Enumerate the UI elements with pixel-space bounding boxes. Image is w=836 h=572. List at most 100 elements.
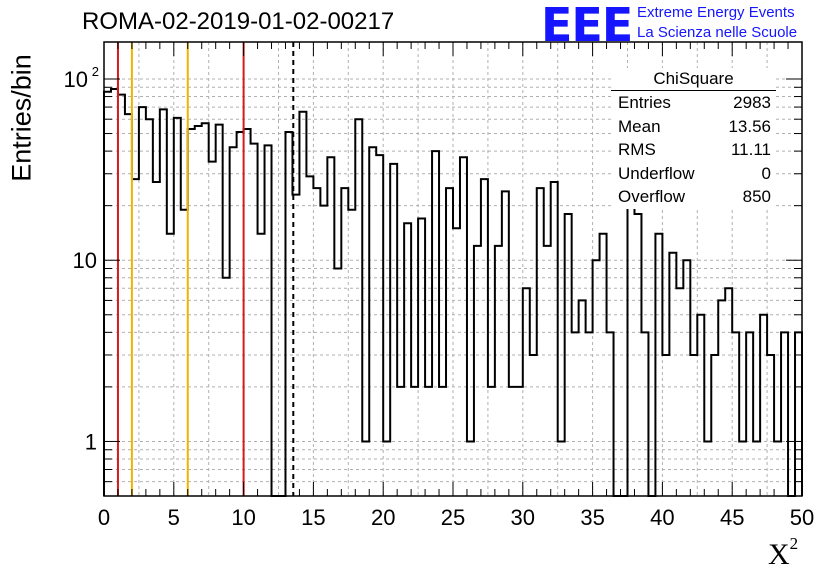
stats-value: 0	[761, 163, 771, 183]
x-tick-label: 25	[441, 505, 465, 530]
histogram-bin	[781, 332, 788, 496]
x-tick-label: 20	[371, 505, 395, 530]
logo-line-2: La Scienza nelle Scuole	[637, 24, 798, 41]
x-tick-label: 40	[650, 505, 674, 530]
x-tick-label: 0	[98, 505, 110, 530]
x-tick-label: 30	[511, 505, 535, 530]
histogram-bin	[655, 234, 662, 496]
x-axis-ticks: 0 5 10 15 20 25 30 35 40 45 50	[98, 42, 814, 530]
histogram-bin	[174, 118, 181, 496]
histogram-bin	[181, 210, 188, 496]
histogram-bin	[593, 260, 600, 496]
histogram-bin	[230, 147, 237, 496]
stats-row-underflow: Underflow 0	[611, 162, 776, 186]
histogram-bin	[355, 119, 362, 496]
logo-caption: Extreme Energy Events La Scienza nelle S…	[637, 3, 797, 43]
histogram-bin	[641, 332, 648, 496]
stats-value: 850	[742, 187, 771, 206]
histogram-bin	[348, 210, 355, 496]
stats-value: 2983	[733, 93, 771, 112]
y-tick-label: 10	[73, 248, 97, 273]
histogram-bin	[132, 179, 139, 496]
histogram-bin	[718, 300, 725, 496]
histogram-bin	[118, 95, 125, 496]
histogram-bin	[725, 288, 732, 496]
histogram-bin	[202, 123, 209, 496]
histogram-bin	[265, 145, 272, 496]
histogram-bin	[767, 355, 774, 496]
histogram-bin	[579, 300, 586, 496]
histogram-bin	[306, 176, 313, 496]
histogram-bin	[146, 119, 153, 496]
histogram-bin	[628, 182, 635, 496]
y-axis-label-wrap: Entries/bin	[2, 48, 42, 188]
histogram-bin	[572, 332, 579, 496]
histogram-bin	[460, 157, 467, 496]
stats-label: Underflow	[618, 163, 695, 183]
eee-logo: EEE	[541, 0, 633, 52]
histogram-bin	[327, 157, 334, 496]
histogram-bin	[690, 355, 697, 496]
histogram-bin	[125, 114, 132, 496]
y-axis-ticks: 1 10 10 2	[64, 64, 802, 497]
histogram-bin	[258, 234, 265, 496]
histogram-bin	[188, 129, 195, 496]
histogram-bin	[551, 182, 558, 496]
histogram-bin	[523, 288, 530, 496]
histogram-bin	[474, 246, 481, 496]
histogram-bin	[760, 315, 767, 496]
histogram-bin	[404, 223, 411, 496]
chart-title: ROMA-02-2019-01-02-00217	[82, 8, 395, 35]
histogram-bin	[586, 332, 593, 496]
histogram-bin	[600, 234, 607, 496]
histogram-bin	[209, 162, 216, 496]
y-tick-label: 1	[85, 429, 97, 454]
y-tick-label-exponent: 2	[92, 64, 99, 79]
x-axis-label-superscript: 2	[789, 534, 799, 553]
histogram-bin	[195, 126, 202, 496]
x-axis-label-base: X	[768, 538, 790, 571]
histogram-bin	[251, 144, 258, 496]
histogram-bin	[160, 109, 167, 496]
histogram-bars	[103, 88, 803, 497]
stats-value: 11.11	[730, 140, 771, 159]
histogram-bin	[320, 206, 327, 496]
stats-box: ChiSquare Entries 2983 Mean 13.56 RMS 11…	[611, 68, 776, 209]
stats-label: Overflow	[618, 187, 686, 206]
histogram-bin	[530, 355, 537, 496]
histogram-bin	[683, 260, 690, 496]
histogram-bin	[711, 355, 718, 496]
stats-row-rms: RMS 11.11	[611, 138, 776, 162]
histogram-bin	[369, 147, 376, 496]
x-tick-label: 45	[720, 505, 744, 530]
histogram-bin	[153, 182, 160, 496]
histogram-bin	[216, 125, 223, 496]
histogram-bin	[732, 332, 739, 496]
reference-lines	[116, 42, 295, 496]
x-tick-label: 50	[790, 505, 814, 530]
stats-title: ChiSquare	[611, 68, 776, 91]
histogram-bin	[662, 355, 669, 496]
histogram-bin	[139, 107, 146, 496]
histogram-bin	[495, 246, 502, 496]
histogram-bin	[390, 164, 397, 496]
histogram-bin	[502, 191, 509, 496]
grid-lines	[104, 42, 802, 497]
x-axis-label: X2	[768, 534, 798, 572]
stats-row-overflow: Overflow 850	[611, 185, 776, 209]
stats-label: Mean	[618, 116, 661, 136]
histogram-bin	[244, 129, 251, 496]
x-tick-label: 10	[231, 505, 255, 530]
stats-value: 13.56	[728, 116, 771, 136]
x-tick-label: 5	[168, 505, 180, 530]
histogram-bin	[334, 269, 341, 496]
stats-label: Entries	[618, 93, 671, 112]
histogram-outline	[103, 88, 803, 497]
histogram-bin	[104, 92, 111, 496]
stats-row-mean: Mean 13.56	[611, 115, 776, 139]
histogram-bin	[795, 332, 802, 496]
histogram-bin	[299, 112, 306, 496]
histogram-bin	[481, 179, 488, 496]
histogram-bin	[376, 155, 383, 496]
